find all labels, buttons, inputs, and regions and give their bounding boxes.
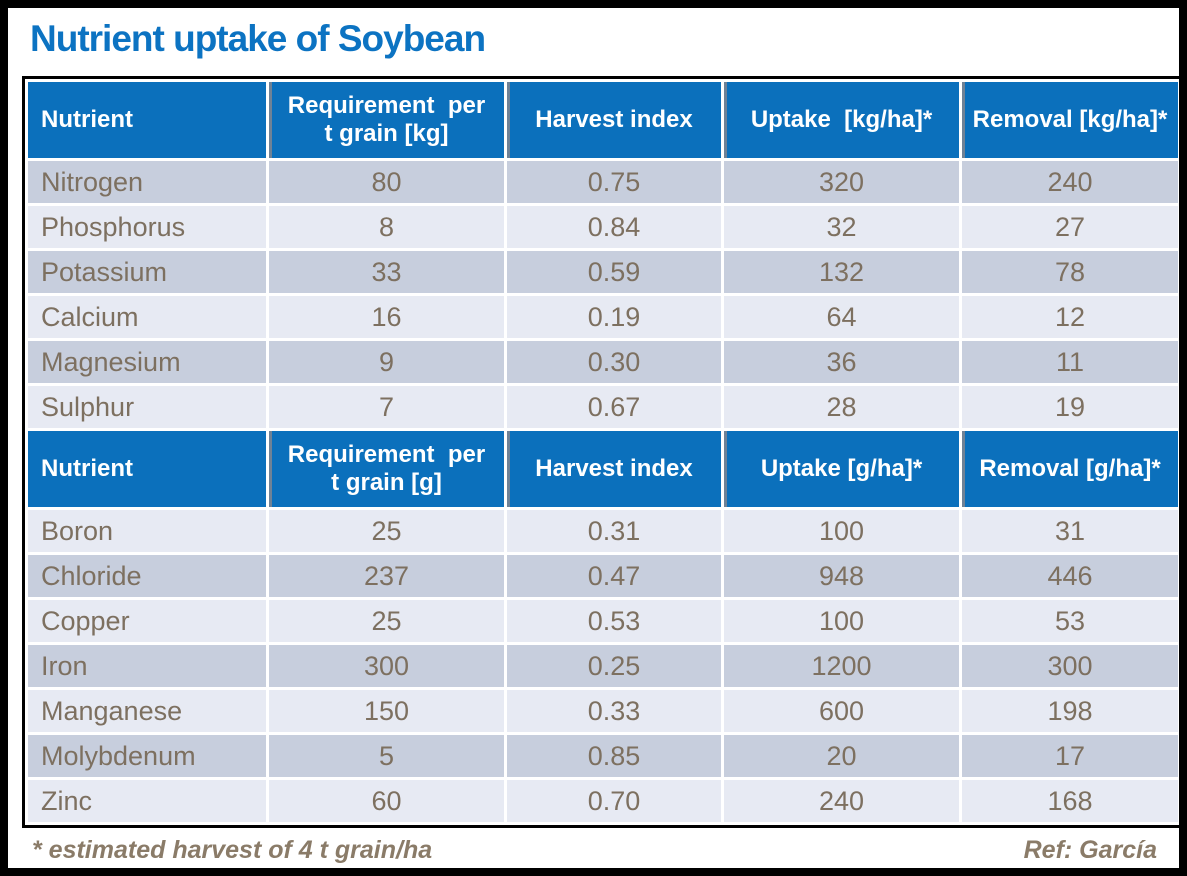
value-cell: 9 [269,341,504,383]
nutrient-name-cell: Boron [28,510,266,552]
table-row: Phosphorus 8 0.84 32 27 [28,206,1178,248]
value-cell: 8 [269,206,504,248]
value-cell: 0.30 [507,341,721,383]
value-cell: 198 [962,690,1178,732]
value-cell: 31 [962,510,1178,552]
value-cell: 150 [269,690,504,732]
value-cell: 168 [962,780,1178,822]
column-header: Uptake [g/ha]* [724,431,959,507]
value-cell: 600 [724,690,959,732]
value-cell: 28 [724,386,959,428]
value-cell: 25 [269,510,504,552]
value-cell: 0.53 [507,600,721,642]
value-cell: 19 [962,386,1178,428]
nutrient-name-cell: Phosphorus [28,206,266,248]
column-header: Requirement per t grain [kg] [269,82,504,158]
value-cell: 1200 [724,645,959,687]
nutrient-name-cell: Chloride [28,555,266,597]
table-row: Sulphur 7 0.67 28 19 [28,386,1178,428]
table-header-row: Nutrient Requirement per t grain [g] Harve… [28,431,1178,507]
value-cell: 32 [724,206,959,248]
table-row: Manganese 150 0.33 600 198 [28,690,1178,732]
column-header: Requirement per t grain [g] [269,431,504,507]
value-cell: 12 [962,296,1178,338]
value-cell: 60 [269,780,504,822]
column-header: Harvest index [507,82,721,158]
value-cell: 53 [962,600,1178,642]
value-cell: 132 [724,251,959,293]
table-row: Magnesium 9 0.30 36 11 [28,341,1178,383]
nutrient-name-cell: Manganese [28,690,266,732]
column-header: Nutrient [28,82,266,158]
value-cell: 5 [269,735,504,777]
value-cell: 36 [724,341,959,383]
value-cell: 237 [269,555,504,597]
nutrient-name-cell: Calcium [28,296,266,338]
value-cell: 0.70 [507,780,721,822]
value-cell: 100 [724,510,959,552]
value-cell: 17 [962,735,1178,777]
value-cell: 0.19 [507,296,721,338]
table-row: Molybdenum 5 0.85 20 17 [28,735,1178,777]
value-cell: 240 [962,161,1178,203]
table-row: Calcium 16 0.19 64 12 [28,296,1178,338]
nutrient-name-cell: Zinc [28,780,266,822]
value-cell: 300 [269,645,504,687]
value-cell: 0.47 [507,555,721,597]
value-cell: 446 [962,555,1178,597]
value-cell: 27 [962,206,1178,248]
value-cell: 20 [724,735,959,777]
table-row: Chloride 237 0.47 948 446 [28,555,1178,597]
nutrient-name-cell: Copper [28,600,266,642]
nutrient-uptake-table: Nutrient Requirement per t grain [kg] Harv… [22,76,1179,828]
nutrient-name-cell: Sulphur [28,386,266,428]
nutrient-name-cell: Iron [28,645,266,687]
value-cell: 16 [269,296,504,338]
table-row: Potassium 33 0.59 132 78 [28,251,1178,293]
column-header: Removal [kg/ha]* [962,82,1178,158]
value-cell: 0.33 [507,690,721,732]
column-header: Nutrient [28,431,266,507]
value-cell: 7 [269,386,504,428]
reference: Ref: García [1023,836,1157,864]
value-cell: 948 [724,555,959,597]
column-header: Harvest index [507,431,721,507]
nutrient-name-cell: Potassium [28,251,266,293]
table-row: Zinc 60 0.70 240 168 [28,780,1178,822]
value-cell: 0.84 [507,206,721,248]
value-cell: 0.31 [507,510,721,552]
page-title: Nutrient uptake of Soybean [30,18,486,59]
nutrient-name-cell: Magnesium [28,341,266,383]
value-cell: 0.67 [507,386,721,428]
value-cell: 0.85 [507,735,721,777]
footnote: * estimated harvest of 4 t grain/ha [32,836,433,864]
value-cell: 64 [724,296,959,338]
nutrient-name-cell: Molybdenum [28,735,266,777]
value-cell: 11 [962,341,1178,383]
nutrient-name-cell: Nitrogen [28,161,266,203]
table-row: Nitrogen 80 0.75 320 240 [28,161,1178,203]
value-cell: 320 [724,161,959,203]
value-cell: 0.25 [507,645,721,687]
value-cell: 78 [962,251,1178,293]
value-cell: 25 [269,600,504,642]
value-cell: 240 [724,780,959,822]
column-header: Uptake [kg/ha]* [724,82,959,158]
value-cell: 33 [269,251,504,293]
value-cell: 300 [962,645,1178,687]
value-cell: 80 [269,161,504,203]
table-row: Boron 25 0.31 100 31 [28,510,1178,552]
table-row: Iron 300 0.25 1200 300 [28,645,1178,687]
value-cell: 0.75 [507,161,721,203]
column-header: Removal [g/ha]* [962,431,1178,507]
table-row: Copper 25 0.53 100 53 [28,600,1178,642]
value-cell: 0.59 [507,251,721,293]
value-cell: 100 [724,600,959,642]
table-header-row: Nutrient Requirement per t grain [kg] Harv… [28,82,1178,158]
